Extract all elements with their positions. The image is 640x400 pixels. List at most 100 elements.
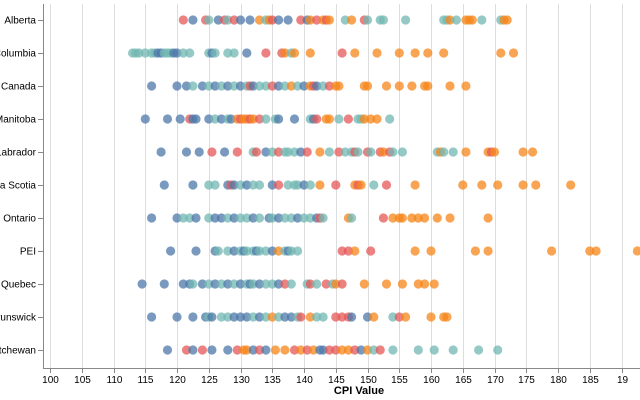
data-point — [337, 312, 347, 322]
data-point — [137, 279, 147, 289]
data-point — [261, 48, 271, 58]
data-points — [128, 15, 640, 355]
data-point — [340, 15, 350, 25]
data-point — [210, 114, 220, 124]
data-point — [410, 48, 420, 58]
data-point — [162, 345, 173, 355]
data-point — [232, 147, 242, 157]
data-point — [359, 279, 369, 289]
data-point — [274, 180, 284, 190]
data-point — [286, 213, 296, 223]
data-point — [467, 15, 477, 25]
data-point — [147, 81, 157, 91]
data-point — [429, 279, 439, 289]
data-point — [334, 81, 344, 91]
data-point — [188, 180, 198, 190]
data-point — [223, 312, 233, 322]
data-point — [423, 48, 433, 58]
data-point — [318, 81, 328, 91]
data-point — [293, 81, 303, 91]
data-point — [413, 345, 423, 355]
data-point — [289, 48, 300, 58]
data-point — [207, 147, 217, 157]
data-point — [318, 213, 328, 223]
x-axis-title: CPI Value — [334, 385, 384, 397]
data-point — [585, 246, 595, 256]
x-tick-label: 125 — [201, 375, 218, 386]
data-point — [242, 312, 252, 322]
data-point — [274, 147, 284, 157]
data-point — [477, 180, 487, 190]
y-category-label: Labrador — [0, 148, 37, 159]
data-point — [254, 279, 265, 289]
data-point — [274, 312, 284, 322]
data-point — [366, 147, 376, 157]
data-point — [410, 180, 420, 190]
data-point — [293, 180, 303, 190]
y-category-label: Alberta — [4, 16, 36, 27]
data-point — [518, 180, 528, 190]
data-point — [235, 213, 246, 223]
data-point — [347, 213, 357, 223]
data-point — [280, 279, 290, 289]
data-point — [293, 213, 303, 223]
data-point — [204, 213, 214, 223]
data-point — [181, 147, 192, 157]
data-point — [302, 345, 312, 355]
data-point — [547, 246, 557, 256]
data-point — [362, 81, 373, 91]
data-point — [591, 246, 601, 256]
data-point — [318, 345, 328, 355]
data-point — [381, 279, 392, 289]
data-point — [274, 246, 284, 256]
data-point — [394, 81, 404, 91]
data-point — [197, 279, 207, 289]
data-point — [283, 147, 293, 157]
data-point — [397, 213, 407, 223]
data-point — [296, 147, 306, 157]
data-point — [531, 180, 541, 190]
data-point — [362, 15, 373, 25]
data-point — [439, 48, 449, 58]
y-category-label: Columbia — [0, 49, 36, 60]
data-point — [432, 213, 442, 223]
data-point — [312, 312, 322, 322]
data-point — [299, 180, 309, 190]
data-point — [229, 213, 239, 223]
data-point — [204, 180, 214, 190]
data-point — [299, 81, 309, 91]
data-point — [213, 246, 223, 256]
data-point — [229, 15, 239, 25]
data-point — [175, 114, 185, 124]
data-point — [204, 15, 214, 25]
data-point — [350, 345, 360, 355]
data-point — [331, 345, 341, 355]
data-point — [324, 81, 334, 91]
data-point — [489, 147, 500, 157]
data-point — [423, 81, 433, 91]
data-point — [518, 147, 528, 157]
data-point — [305, 15, 315, 25]
data-point — [378, 213, 388, 223]
data-point — [229, 180, 239, 190]
data-point — [229, 81, 239, 91]
data-point — [315, 147, 325, 157]
data-point — [324, 15, 334, 25]
data-point — [337, 48, 347, 58]
y-category-label: Manitoba — [0, 115, 36, 126]
data-point — [461, 147, 471, 157]
data-point — [188, 15, 198, 25]
data-point — [216, 279, 226, 289]
data-point — [140, 48, 150, 58]
data-point — [388, 213, 398, 223]
data-point — [340, 147, 350, 157]
data-point — [321, 279, 331, 289]
data-point — [312, 114, 322, 124]
x-tick-label: 180 — [550, 375, 567, 386]
data-point — [283, 180, 293, 190]
data-point — [274, 279, 284, 289]
data-point — [375, 345, 385, 355]
x-tick-label: 165 — [455, 375, 472, 386]
data-point — [324, 114, 334, 124]
data-point — [442, 312, 452, 322]
